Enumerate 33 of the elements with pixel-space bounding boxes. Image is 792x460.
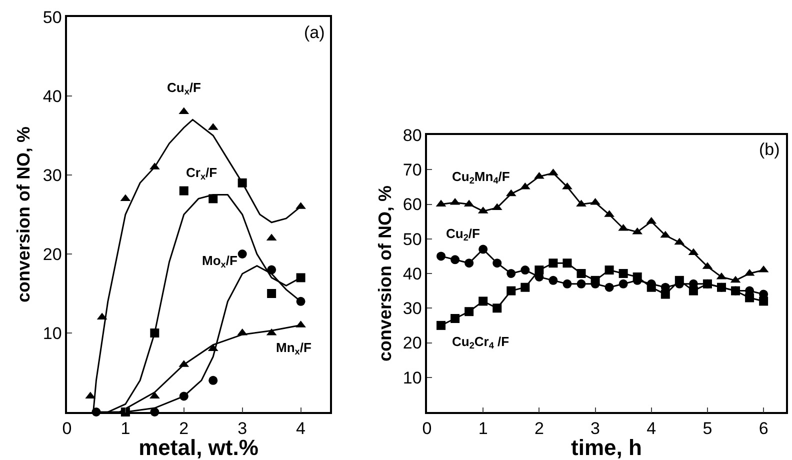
- y-tick-label: 60: [402, 195, 422, 214]
- annotation: Cu$_{2}$Mn$_{4}$/F: [452, 169, 510, 186]
- annotation: Cu$_{2}$Cr$_{4}$ /F: [452, 334, 510, 351]
- y-tick-label: 50: [42, 8, 62, 27]
- x-tick-label: 1: [120, 419, 130, 438]
- annotation: Cu$_{x}$/F: [167, 80, 202, 97]
- x-tick-label: 4: [296, 419, 306, 438]
- y-axis-title: conversion of NO, %: [14, 126, 34, 303]
- y-tick-label: 20: [42, 244, 62, 264]
- y-tick-label: 30: [402, 299, 422, 318]
- x-tick-label: 1: [478, 419, 488, 438]
- y-tick-label: 70: [402, 160, 422, 180]
- x-tick-label: 5: [702, 419, 712, 438]
- y-tick-label: 40: [402, 264, 422, 284]
- y-tick-label: 30: [42, 166, 62, 185]
- x-tick-label: 0: [422, 419, 432, 438]
- y-tick-label: 20: [402, 334, 422, 353]
- chart-title: (a): [304, 23, 325, 42]
- y-axis-title: conversion of NO, %: [375, 185, 395, 362]
- chart-title: (b): [759, 140, 780, 159]
- y-tick-label: 50: [402, 230, 422, 249]
- y-tick-label: 10: [402, 368, 422, 388]
- annotation: Cr$_{x}$/F: [186, 165, 218, 182]
- x-tick-label: 4: [646, 419, 656, 438]
- annotation: Mn$_{x}$/F: [276, 340, 312, 357]
- x-tick-label: 6: [758, 419, 768, 438]
- y-tick-label: 80: [402, 126, 422, 145]
- x-tick-label: 2: [534, 419, 544, 438]
- y-tick-label: 40: [42, 86, 62, 106]
- annotation: Mo$_{x}$/F: [202, 253, 238, 270]
- x-tick-label: 0: [62, 419, 72, 438]
- y-tick-label: 10: [42, 324, 62, 343]
- annotation: Cu$_{2}$/F: [446, 226, 480, 243]
